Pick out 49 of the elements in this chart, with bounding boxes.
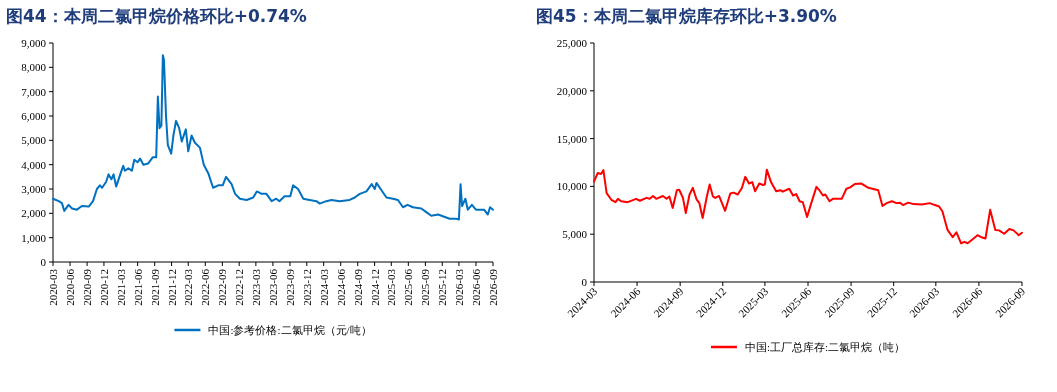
x-tick-label: 2021-09 [148, 268, 161, 306]
x-tick-label: 2020-12 [97, 269, 110, 306]
x-tick-label: 2025-06 [402, 268, 415, 306]
x-tick-label: 2021-03 [114, 268, 127, 306]
y-tick-label: 0 [40, 256, 47, 268]
x-tick-label: 2023-12 [300, 269, 313, 306]
x-tick-label: 2021-06 [131, 268, 144, 306]
chart-title: 图45：本周二氯甲烷库存环比+3.90% [536, 6, 837, 26]
x-tick-label: 2024-06 [334, 268, 347, 306]
line-series [593, 168, 1023, 245]
x-tick-label: 2026-06 [469, 268, 482, 306]
x-tick-label: 2023-03 [249, 268, 262, 306]
y-tick-label: 15,000 [556, 132, 588, 145]
legend-label: 中国:参考价格:二氯甲烷（元/吨） [208, 324, 372, 336]
x-tick-label: 2022-12 [233, 269, 246, 306]
y-tick-label: 25,000 [556, 37, 588, 49]
x-tick-label: 2022-03 [182, 268, 195, 306]
x-tick-label: 2023-09 [283, 268, 296, 306]
x-tick-label: 2021-12 [165, 269, 178, 306]
x-tick-label: 2025-03 [385, 268, 398, 306]
y-tick-label: 0 [581, 276, 588, 288]
y-tick-label: 2,000 [21, 207, 47, 220]
x-tick-label: 2023-06 [266, 268, 279, 306]
x-tick-label: 2022-09 [216, 268, 229, 306]
x-tick-label: 2025-09 [419, 268, 432, 306]
x-tick-label: 2024-09 [351, 268, 364, 306]
x-tick-label: 2025-12 [436, 269, 449, 306]
y-tick-label: 1,000 [21, 231, 47, 244]
chart-title: 图44：本周二氯甲烷价格环比+0.74% [6, 6, 307, 26]
x-tick-label: 2020-06 [64, 268, 77, 306]
x-tick-label: 2024-12 [368, 269, 381, 306]
x-tick-label: 2020-09 [81, 268, 94, 306]
y-tick-label: 6,000 [21, 110, 47, 122]
line-series [52, 54, 494, 221]
y-tick-label: 4,000 [21, 158, 47, 171]
y-tick-label: 3,000 [21, 183, 47, 195]
x-tick-label: 2024-03 [317, 268, 330, 306]
x-tick-label: 2022-06 [199, 268, 212, 306]
y-tick-label: 8,000 [21, 61, 47, 74]
y-tick-label: 9,000 [21, 37, 47, 49]
x-tick-label: 2020-03 [47, 268, 59, 306]
y-tick-label: 5,000 [562, 228, 588, 241]
y-tick-label: 5,000 [21, 134, 47, 147]
y-tick-label: 20,000 [556, 84, 588, 97]
legend-label: 中国:工厂总库存:二氯甲烷（吨） [744, 341, 906, 353]
y-tick-label: 7,000 [21, 85, 47, 98]
y-tick-label: 10,000 [556, 180, 588, 193]
x-tick-label: 2026-09 [487, 268, 499, 306]
x-tick-label: 2026-03 [452, 268, 465, 306]
